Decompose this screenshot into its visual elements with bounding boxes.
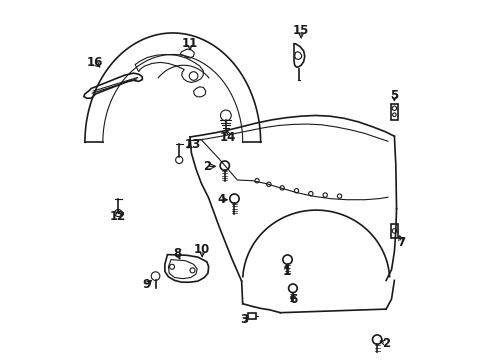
FancyBboxPatch shape (247, 313, 255, 319)
Polygon shape (135, 54, 203, 82)
Text: 10: 10 (194, 243, 210, 256)
Text: 9: 9 (142, 278, 151, 291)
Text: 13: 13 (184, 138, 200, 151)
Text: 1: 1 (282, 265, 290, 278)
Text: 11: 11 (182, 37, 198, 50)
Polygon shape (180, 49, 194, 58)
Text: 5: 5 (389, 89, 398, 102)
Polygon shape (294, 51, 301, 59)
Text: 15: 15 (292, 24, 309, 37)
Polygon shape (390, 224, 397, 238)
Polygon shape (164, 255, 208, 282)
Text: 4: 4 (217, 193, 225, 206)
Text: 12: 12 (110, 210, 126, 223)
Polygon shape (193, 87, 205, 97)
Polygon shape (178, 263, 190, 274)
Text: 6: 6 (288, 293, 296, 306)
Polygon shape (293, 44, 304, 67)
Polygon shape (83, 73, 142, 98)
Polygon shape (197, 263, 207, 273)
Text: 7: 7 (397, 236, 405, 249)
Polygon shape (390, 104, 397, 120)
Text: 14: 14 (220, 131, 236, 144)
Text: 2: 2 (203, 160, 210, 173)
Text: 8: 8 (173, 247, 181, 260)
Text: 3: 3 (239, 313, 247, 327)
Polygon shape (168, 260, 197, 279)
Text: 2: 2 (381, 337, 389, 350)
Text: 16: 16 (86, 56, 102, 69)
